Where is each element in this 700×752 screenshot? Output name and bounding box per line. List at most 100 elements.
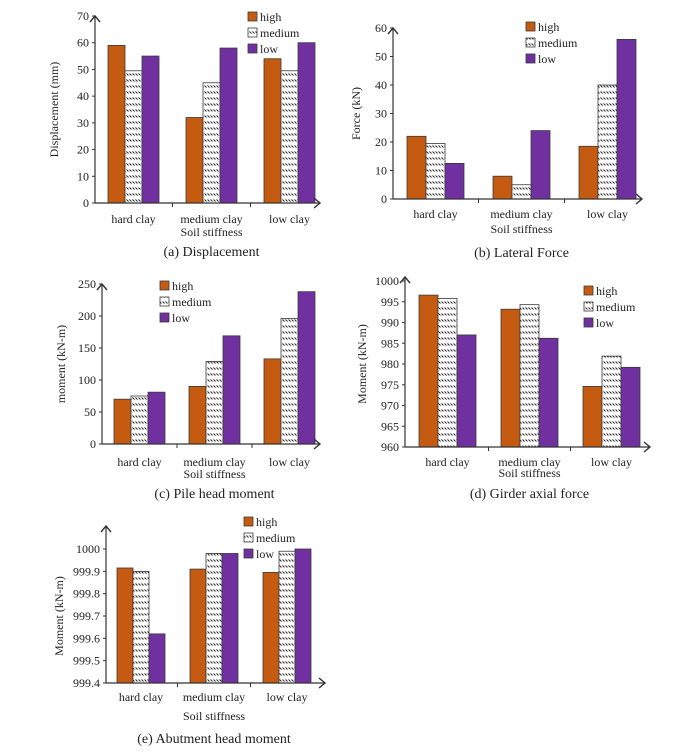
y-tick-label: 999.9 (73, 564, 100, 578)
legend-label-high: high (260, 10, 281, 24)
bar-high-low-clay (263, 58, 282, 204)
bar-medium-low-clay (280, 318, 299, 445)
y-tick-label: 60 (77, 36, 89, 50)
legend-swatch-low (159, 312, 170, 323)
x-category-label: hard clay (111, 212, 155, 226)
y-tick-label: 970 (381, 399, 399, 413)
y-tick-label: 1000 (76, 542, 100, 556)
x-category-label: low clay (267, 690, 308, 704)
bar-low-hard-clay (444, 162, 465, 200)
y-tick-label: 0 (90, 437, 96, 451)
x-category-label: low clay (587, 207, 628, 221)
x-category-label: low clay (591, 455, 632, 469)
y-tick-label: 960 (381, 440, 399, 454)
chart-c: 0 50 100 150 200 250 hard clay medium clay low c… (54, 277, 322, 502)
y-tick-label: 999.5 (73, 654, 100, 668)
bar-medium-medium-clay (519, 304, 540, 448)
y-tick-label: 30 (77, 116, 89, 130)
x-category-label: medium clay (183, 455, 245, 469)
y-tick-label: 60 (375, 21, 387, 35)
x-axis-arrow-icon (318, 677, 327, 689)
legend-label-high: high (172, 279, 193, 293)
x-category-label: medium clay (498, 455, 560, 469)
bar-high-hard-clay (107, 44, 126, 204)
x-category-label: low clay (269, 212, 310, 226)
legend-swatch-high (159, 280, 170, 291)
bar-medium-hard-clay (425, 143, 446, 200)
legend-swatch-low (583, 317, 594, 328)
bar-low-low-clay (297, 291, 316, 445)
y-tick-label: 50 (77, 62, 89, 76)
legend-swatch-low (243, 548, 254, 559)
legend-label-medium: medium (260, 26, 300, 40)
x-axis-label: Soil stiffness (498, 466, 560, 480)
chart-caption: (a) Displacement (163, 245, 259, 260)
bar-high-low-clay (582, 386, 603, 448)
x-category-label: low clay (269, 455, 310, 469)
x-category-label: medium clay (180, 212, 242, 226)
y-tick-label: 999.4 (73, 676, 100, 690)
legend-swatch-low (525, 53, 536, 64)
y-tick-label: 10 (375, 164, 387, 178)
bar-medium-low-clay (280, 70, 299, 204)
legend-label-low: low (172, 311, 190, 325)
legend-swatch-medium (247, 27, 258, 38)
y-axis-label: Moment (kN-m) (52, 576, 66, 656)
y-axis-label: Moment (kN-m) (355, 324, 369, 404)
legend-label-high: high (538, 20, 559, 34)
chart-d: 960 965 970 975 980 985 990 995 1000 hard clay med… (355, 274, 652, 502)
y-axis-arrow-icon (399, 275, 411, 284)
legend-label-low: low (596, 316, 614, 330)
x-axis-label: Soil stiffness (183, 467, 245, 481)
x-axis-arrow-icon (313, 438, 322, 450)
bar-low-low-clay (616, 39, 637, 200)
chart-caption: (c) Pile head moment (154, 487, 274, 502)
bar-high-low-clay (263, 358, 282, 445)
y-tick-label: 250 (78, 277, 96, 291)
legend-swatch-low (247, 43, 258, 54)
y-tick-label: 1000 (375, 274, 399, 288)
legend-label-low: low (260, 42, 278, 56)
bar-high-medium-clay (189, 568, 207, 684)
bar-low-medium-clay (219, 47, 238, 204)
bar-high-hard-clay (406, 135, 427, 200)
bar-medium-hard-clay (130, 395, 149, 445)
legend-label-medium: medium (538, 36, 578, 50)
y-tick-label: 980 (381, 357, 399, 371)
legend-label-high: high (596, 284, 617, 298)
x-axis-arrow-icon (635, 193, 644, 205)
x-category-label: medium clay (183, 690, 245, 704)
bar-high-hard-clay (418, 294, 439, 448)
y-tick-label: 200 (78, 309, 96, 323)
bar-high-medium-clay (185, 117, 204, 204)
y-tick-label: 70 (77, 9, 89, 23)
bar-medium-low-clay (601, 355, 622, 448)
chart-b: 0 10 20 30 40 50 60 hard clay medium clay low cla… (349, 20, 644, 261)
legend: high medium low (525, 20, 578, 66)
y-tick-label: 999.6 (73, 631, 100, 645)
legend-label-high: high (256, 515, 277, 529)
y-axis-label: moment (kN-m) (54, 325, 68, 403)
x-category-label: medium clay (490, 207, 552, 221)
bar-medium-low-clay (597, 84, 618, 200)
bar-medium-hard-clay (437, 298, 458, 448)
bar-medium-medium-clay (205, 553, 223, 684)
bar-low-hard-clay (456, 334, 477, 448)
bar-low-medium-clay (530, 130, 551, 200)
legend-swatch-medium (583, 301, 594, 312)
y-tick-label: 20 (375, 135, 387, 149)
x-axis-arrow-icon (643, 441, 652, 453)
bar-medium-medium-clay (202, 82, 221, 204)
y-tick-label: 975 (381, 378, 399, 392)
y-tick-label: 0 (83, 196, 89, 210)
y-tick-label: 990 (381, 316, 399, 330)
chart-caption: (b) Lateral Force (474, 246, 569, 261)
legend-swatch-high (583, 285, 594, 296)
legend-label-medium: medium (172, 295, 212, 309)
x-axis-label: Soil stiffness (180, 225, 242, 239)
bar-low-hard-clay (147, 391, 166, 445)
y-tick-label: 20 (77, 143, 89, 157)
y-tick-label: 40 (77, 89, 89, 103)
bar-medium-medium-clay (205, 361, 224, 445)
